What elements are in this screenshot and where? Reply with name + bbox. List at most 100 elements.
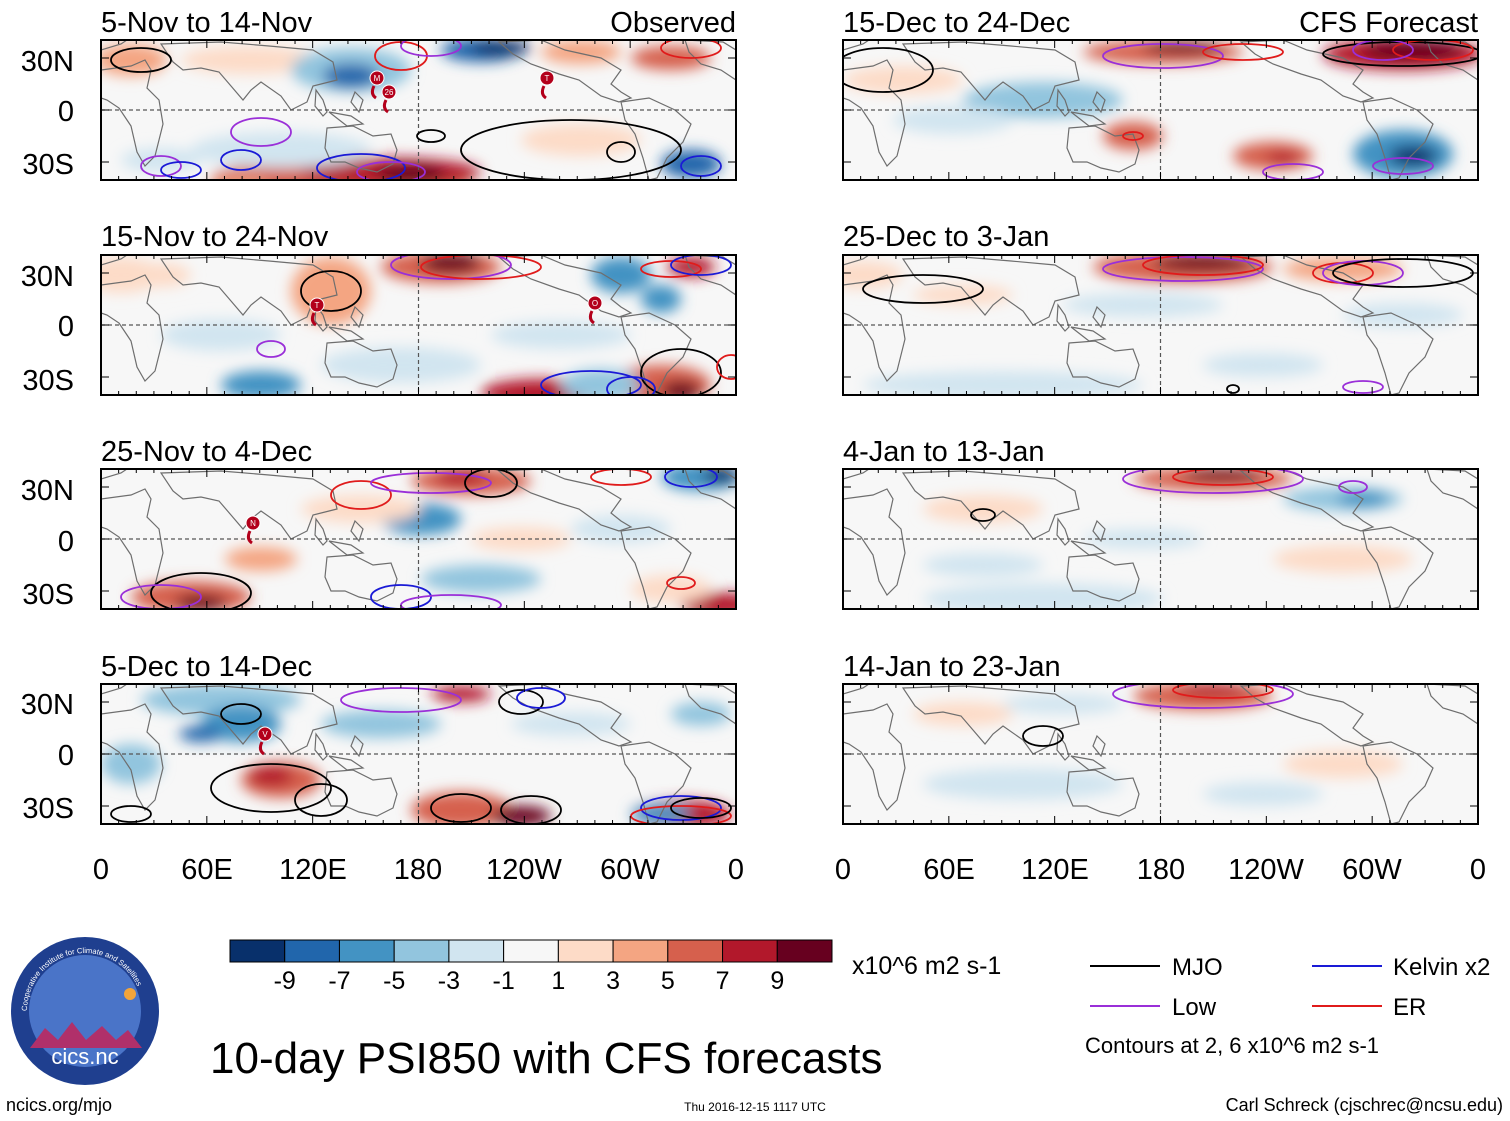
landmass bbox=[1066, 554, 1140, 602]
anomaly-blob bbox=[491, 321, 631, 349]
panel-title-l0: 5-Nov to 14-Nov bbox=[101, 7, 313, 39]
landmass bbox=[314, 88, 328, 117]
footer-author: Carl Schreck (cjschrec@ncsu.edu) bbox=[1226, 1095, 1503, 1115]
landmass bbox=[350, 305, 364, 329]
landmass bbox=[101, 684, 129, 695]
contour-er bbox=[630, 805, 732, 824]
storm-track bbox=[370, 85, 377, 100]
ytick-30n: 30N bbox=[21, 46, 74, 78]
storm-track bbox=[310, 312, 317, 327]
xtick: 0 bbox=[93, 854, 109, 886]
panel-title-l1: 15-Nov to 24-Nov bbox=[101, 221, 329, 253]
storm-marker: T bbox=[309, 297, 325, 327]
anomaly-blob bbox=[1267, 152, 1299, 164]
contour-low bbox=[1372, 157, 1434, 175]
panel-title-r0: 15-Dec to 24-Dec bbox=[843, 7, 1070, 39]
anomaly-blob bbox=[521, 124, 641, 156]
landmass bbox=[1426, 40, 1478, 81]
landmass bbox=[1056, 732, 1070, 761]
anomaly-blob bbox=[141, 684, 301, 716]
landmass bbox=[1362, 312, 1434, 395]
map-panel-r2 bbox=[842, 468, 1479, 610]
anomaly-blob bbox=[377, 164, 445, 180]
landmass bbox=[1056, 303, 1070, 332]
landmass bbox=[314, 303, 328, 332]
ytick-0: 0 bbox=[58, 740, 74, 772]
contour-mjo bbox=[1022, 725, 1064, 747]
landmass bbox=[314, 732, 328, 761]
xtick: 60E bbox=[181, 854, 233, 886]
logo-sun-icon bbox=[124, 988, 136, 1000]
anomaly-blob bbox=[491, 806, 551, 824]
anomaly-blob bbox=[225, 547, 297, 571]
colorbar-tick-label: 3 bbox=[606, 967, 620, 995]
contour-er bbox=[1202, 43, 1284, 61]
anomaly-blob bbox=[1103, 122, 1163, 150]
landmass bbox=[159, 256, 338, 326]
landmass bbox=[1070, 755, 1107, 771]
contour-er bbox=[1142, 255, 1264, 276]
landmass bbox=[497, 469, 633, 532]
anomaly-blob bbox=[221, 371, 301, 395]
ytick-30s: 30S bbox=[22, 579, 74, 611]
landmass bbox=[901, 41, 1080, 111]
anomaly-blob bbox=[511, 712, 631, 736]
contour-kelvin bbox=[220, 149, 262, 171]
colorbar-swatch bbox=[393, 939, 450, 963]
colorbar-tick-label: 7 bbox=[716, 967, 730, 995]
contour-mjo bbox=[416, 129, 446, 143]
landmass bbox=[101, 274, 164, 382]
x-axis-labels-left: 0 60E 120E 180 120W 60W 0 bbox=[93, 854, 744, 886]
contour-mjo bbox=[110, 805, 152, 823]
landmass bbox=[324, 125, 398, 173]
anomaly-blob bbox=[661, 381, 701, 395]
continent-outlines bbox=[101, 469, 736, 609]
landmass bbox=[620, 741, 692, 824]
landmass bbox=[1066, 125, 1140, 173]
storm-track bbox=[258, 741, 265, 756]
storm-track bbox=[382, 99, 389, 114]
logo-mountains-icon bbox=[30, 1022, 142, 1048]
landmass bbox=[1426, 684, 1478, 725]
landmass bbox=[350, 519, 364, 543]
contour-mjo bbox=[300, 270, 362, 312]
contour-mjo bbox=[220, 703, 262, 725]
ytick-30n: 30N bbox=[21, 689, 74, 721]
storm-label: M bbox=[374, 74, 381, 83]
landmass bbox=[620, 97, 692, 180]
contour-kelvin bbox=[540, 370, 642, 395]
contour-low bbox=[400, 40, 462, 57]
storm-label: V bbox=[262, 730, 268, 739]
anomaly-blob bbox=[1083, 529, 1203, 549]
anomaly-blob bbox=[923, 583, 1163, 609]
anomaly-blob bbox=[843, 261, 903, 289]
landmass bbox=[901, 256, 1080, 326]
anomaly-blob bbox=[131, 263, 191, 287]
contour-er bbox=[1172, 469, 1274, 486]
landmass bbox=[101, 255, 129, 266]
anomaly-blob bbox=[923, 768, 1123, 800]
xtick: 180 bbox=[394, 854, 442, 886]
contour-low bbox=[120, 584, 202, 609]
contour-kelvin bbox=[516, 687, 566, 709]
cics-logo: cics.nc Cooperative Institute for Climat… bbox=[11, 937, 159, 1085]
observed-label: Observed bbox=[610, 7, 736, 39]
panel-title-r1: 25-Dec to 3-Jan bbox=[843, 221, 1049, 253]
contour-er bbox=[1172, 684, 1274, 699]
main-title: 10-day PSI850 with CFS forecasts bbox=[210, 1034, 883, 1083]
psi-anomaly-field bbox=[913, 684, 1403, 806]
contour-low bbox=[1102, 256, 1264, 282]
contour-kelvin bbox=[316, 153, 406, 180]
landmass bbox=[843, 40, 871, 51]
legend-label-kelvin: Kelvin x2 bbox=[1393, 954, 1490, 981]
landmass bbox=[684, 469, 736, 510]
logo-text: cics.nc bbox=[51, 1044, 118, 1069]
landmass bbox=[901, 685, 1080, 755]
landmass bbox=[843, 469, 871, 480]
colorbar: -9 -7 -5 -3 -1 1 3 5 7 9 bbox=[229, 939, 833, 995]
anomaly-blob bbox=[1203, 353, 1323, 377]
contour-low bbox=[1112, 684, 1294, 709]
psi-anomaly-field bbox=[101, 255, 715, 395]
panel-title-l3: 5-Dec to 14-Dec bbox=[101, 651, 312, 683]
contour-mjo bbox=[464, 469, 518, 498]
